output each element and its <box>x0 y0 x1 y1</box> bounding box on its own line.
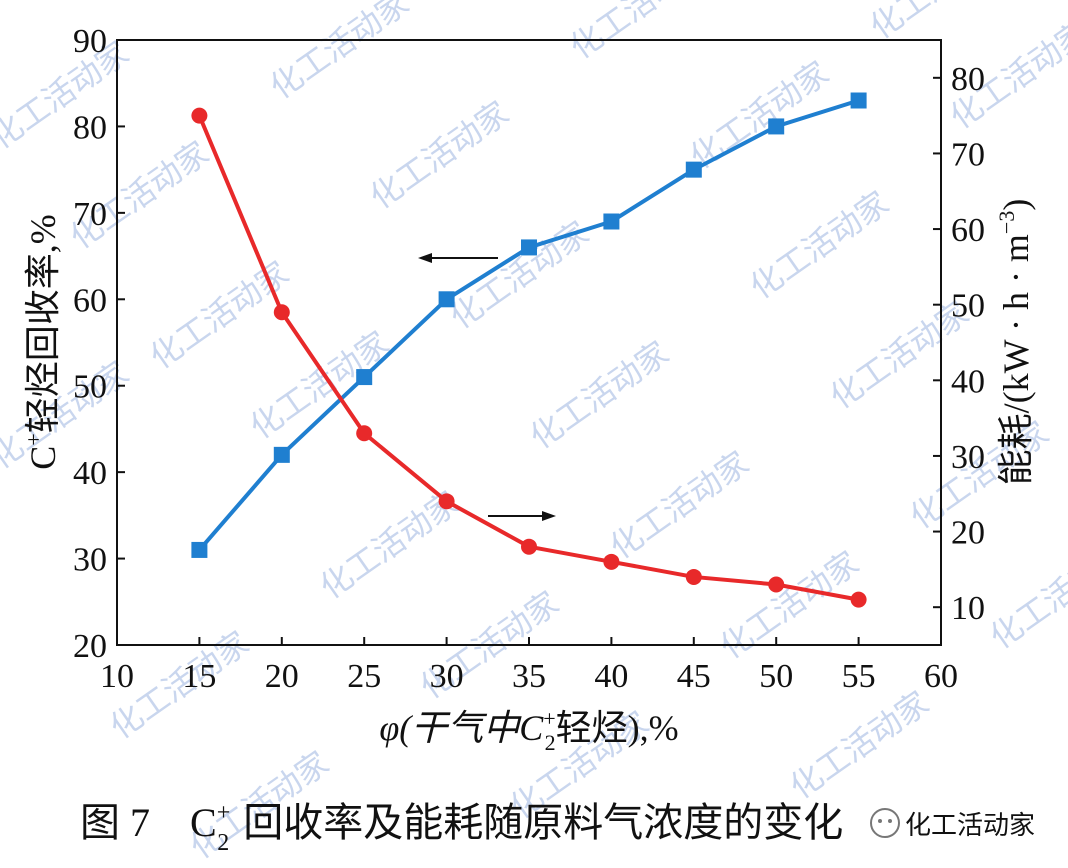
watermark-text: 化工活动家 <box>743 184 896 307</box>
arrow-left-annotation <box>418 253 498 263</box>
figure-caption: 图 7 C+ 2 回收率及能耗随原料气浓度的变化 <box>80 800 843 856</box>
x-tick-label: 10 <box>100 658 134 695</box>
watermark-text: 化工活动家 <box>0 354 136 477</box>
x-tick-label: 35 <box>512 658 546 695</box>
y-left-tick-label: 20 <box>73 628 107 665</box>
data-point-circle <box>768 576 785 593</box>
data-point-square <box>191 541 208 558</box>
svg-text:化工活动家: 化工活动家 <box>905 811 1035 841</box>
data-point-square <box>438 291 455 308</box>
x-tick-label: 30 <box>430 658 464 695</box>
y-left-tick-label: 40 <box>73 455 107 492</box>
data-point-square <box>685 161 702 178</box>
data-point-circle <box>191 107 208 124</box>
data-point-circle <box>438 493 455 510</box>
watermark-text: 化工活动家 <box>0 34 136 157</box>
y-right-tick-label: 30 <box>951 439 985 476</box>
watermark-text: 化工活动家 <box>983 534 1068 657</box>
data-point-circle <box>273 304 290 321</box>
x-tick-label: 40 <box>594 658 628 695</box>
data-point-square <box>521 239 537 256</box>
y-right-tick-label: 40 <box>951 363 985 400</box>
y-left-tick-label: 70 <box>73 196 107 233</box>
series-line-blue <box>197 98 860 552</box>
y-left-tick-label: 90 <box>73 23 107 60</box>
wechat-icon <box>870 808 900 838</box>
y-left-tick-label: 60 <box>73 282 107 319</box>
x-tick-label: 20 <box>265 658 299 695</box>
watermark-text: 化工活动家 <box>603 444 756 567</box>
data-point-square <box>273 446 290 463</box>
data-point-circle <box>521 538 537 555</box>
y-right-tick-label: 60 <box>951 212 985 249</box>
x-tick-label: 55 <box>842 658 876 695</box>
y-axis-left: 20 30 40 50 60 70 80 90 <box>73 23 125 665</box>
watermark-text: 化工活动家 <box>713 544 866 667</box>
watermark-text: 化工活动家 <box>523 334 676 457</box>
x-tick-label: 25 <box>347 658 381 695</box>
x-axis-title: φ(干气中C+ 2轻烃),% <box>379 706 678 755</box>
x-tick-label: 15 <box>182 658 216 695</box>
data-point-square <box>768 118 785 135</box>
watermark-text: 化工活动家 <box>143 254 296 377</box>
data-point-square <box>356 369 373 386</box>
y-left-tick-label: 30 <box>73 542 107 579</box>
watermark-text: 化工活动家 <box>363 94 516 217</box>
data-point-circle <box>356 425 373 442</box>
watermark-text: 化工活动家 <box>783 684 936 807</box>
watermark-text: 化工活动家 <box>243 324 396 447</box>
x-tick-label: 60 <box>924 658 958 695</box>
data-point-circle <box>603 553 620 570</box>
y-left-tick-label: 80 <box>73 109 107 146</box>
x-tick-label: 45 <box>677 658 711 695</box>
y-right-tick-label: 10 <box>951 590 985 627</box>
x-tick-label: 50 <box>759 658 793 695</box>
data-point-square <box>850 92 867 109</box>
watermark-badge: 化工活动家 <box>870 808 1035 841</box>
data-point-circle <box>850 591 867 608</box>
y-right-tick-label: 80 <box>951 61 985 98</box>
data-point-square <box>603 213 620 230</box>
watermark-text: 化工活动家 <box>563 0 716 67</box>
series-line-red <box>197 114 859 602</box>
y-axis-left-title: C+轻烃回收率,% <box>21 214 63 469</box>
y-left-tick-label: 50 <box>73 369 107 406</box>
x-axis: 10 15 20 25 30 35 40 45 50 55 60 <box>100 637 958 695</box>
series-layer <box>191 92 867 608</box>
y-right-tick-label: 50 <box>951 288 985 325</box>
y-right-tick-label: 70 <box>951 136 985 173</box>
arrow-right-annotation <box>488 511 556 521</box>
watermark-text: 化工活动家 <box>263 0 416 107</box>
y-axis-right: 10 20 30 40 50 60 70 80 <box>933 61 985 627</box>
data-point-circle <box>685 568 702 585</box>
y-axis-right-title: 能耗/(kW · h · m−3) <box>994 199 1036 486</box>
y-right-tick-label: 20 <box>951 515 985 552</box>
